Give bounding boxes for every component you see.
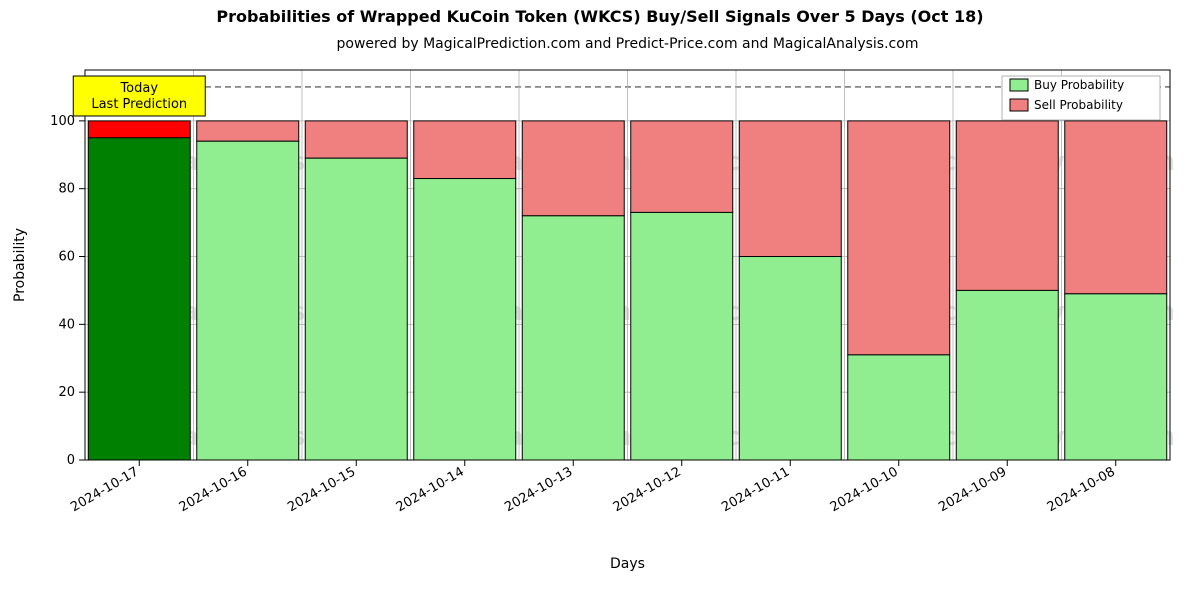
- bar-buy: [631, 212, 733, 460]
- legend-label: Sell Probability: [1034, 98, 1123, 112]
- chart-subtitle: powered by MagicalPrediction.com and Pre…: [337, 36, 919, 52]
- y-tick-label: 0: [67, 453, 75, 468]
- legend-swatch: [1010, 79, 1028, 91]
- y-tick-label: 60: [58, 250, 75, 265]
- annotation-text: Last Prediction: [91, 97, 187, 112]
- x-tick-label: 2024-10-13: [502, 464, 575, 515]
- bar-buy: [197, 141, 299, 460]
- x-tick-label: 2024-10-10: [828, 464, 901, 515]
- y-tick-label: 40: [58, 317, 75, 332]
- chart-svg: MagicalAnalysis.comMagicalAnalysis.comMa…: [0, 0, 1200, 600]
- bar-buy: [305, 158, 407, 460]
- legend-label: Buy Probability: [1034, 78, 1124, 92]
- x-tick-label: 2024-10-14: [394, 464, 467, 515]
- x-tick-label: 2024-10-08: [1045, 464, 1118, 515]
- bar-buy: [1065, 294, 1167, 460]
- x-tick-label: 2024-10-17: [68, 464, 141, 515]
- bar-sell: [739, 121, 841, 257]
- bar-sell: [1065, 121, 1167, 294]
- x-tick-label: 2024-10-11: [719, 464, 792, 515]
- y-tick-label: 100: [50, 114, 75, 129]
- bar-sell: [848, 121, 950, 355]
- x-axis-label: Days: [610, 556, 645, 572]
- x-tick-label: 2024-10-16: [177, 464, 250, 515]
- chart-container: MagicalAnalysis.comMagicalAnalysis.comMa…: [0, 0, 1200, 600]
- bar-buy: [414, 179, 516, 460]
- x-tick-label: 2024-10-09: [936, 464, 1009, 515]
- legend-swatch: [1010, 99, 1028, 111]
- bar-sell: [522, 121, 624, 216]
- bar-buy: [88, 138, 190, 460]
- bar-buy: [739, 257, 841, 460]
- bar-sell: [631, 121, 733, 213]
- y-tick-label: 20: [58, 385, 75, 400]
- chart-title: Probabilities of Wrapped KuCoin Token (W…: [216, 7, 983, 26]
- annotation-text: Today: [119, 81, 158, 96]
- bar-buy: [956, 290, 1058, 460]
- bar-sell: [414, 121, 516, 179]
- y-tick-label: 80: [58, 182, 75, 197]
- bar-buy: [848, 355, 950, 460]
- bar-sell: [197, 121, 299, 141]
- bar-sell: [956, 121, 1058, 291]
- bar-buy: [522, 216, 624, 460]
- bar-sell: [305, 121, 407, 158]
- bar-sell: [88, 121, 190, 138]
- x-tick-label: 2024-10-12: [611, 464, 684, 515]
- y-axis-label: Probability: [12, 228, 28, 302]
- x-tick-label: 2024-10-15: [285, 464, 358, 515]
